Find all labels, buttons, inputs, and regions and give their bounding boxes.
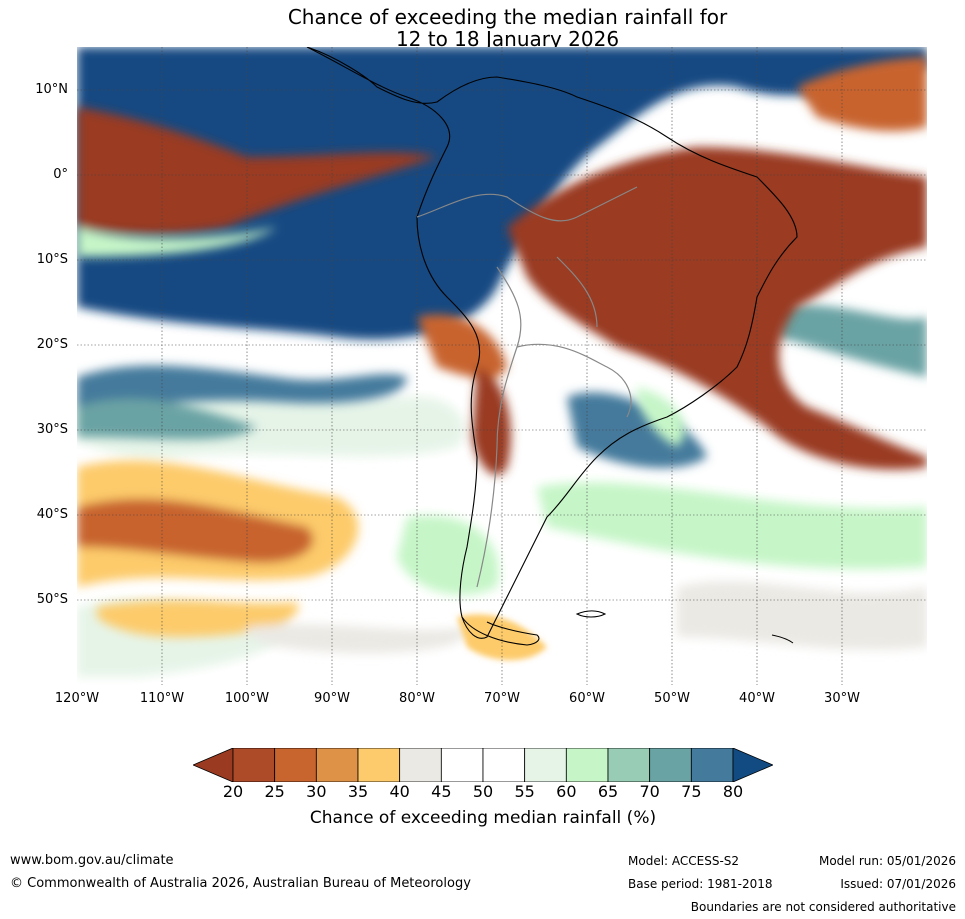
colorbar-tick-55: 55 [514,782,535,801]
colorbar-swatch-55-60 [524,747,567,783]
lat-label-30s: 30°S [36,422,68,437]
wet-region-north [77,47,927,468]
falkland-islands [575,610,607,618]
colorbar-tick-80: 80 [722,782,744,801]
dry-region-southwest [77,460,468,654]
colorbar-tick-65: 65 [597,782,619,801]
footer-model-run: Model run: 05/01/2026 [818,854,956,868]
colorbar-swatch-25-30 [274,747,317,783]
colorbar-tick-70: 70 [639,782,660,801]
colorbar-tick-25: 25 [264,782,285,801]
colorbar-legend [191,747,775,783]
lon-label-100w: 100°W [224,691,270,706]
colorbar-swatch-60-65 [565,747,609,783]
footer-copyright: © Commonwealth of Australia 2026, Austra… [10,876,471,891]
colorbar-swatch-50-55 [482,747,526,783]
footer-website: www.bom.gov.au/climate [10,853,174,868]
footer-disclaimer: Boundaries are not considered authoritat… [690,900,956,914]
map-gridlines [77,47,927,685]
colorbar-swatch-65-70 [607,747,651,783]
lat-label-0: 0° [53,167,68,182]
colorbar-swatch-30-35 [315,747,359,783]
rainfall-probability-map [77,47,927,685]
lat-label-20s: 20°S [36,337,68,352]
south-georgia [771,634,794,644]
colorbar-tick-35: 35 [347,782,369,801]
lon-label-110w: 110°W [139,691,185,706]
colorbar-tick-50: 50 [472,782,494,801]
lat-label-10n: 10°N [35,82,68,97]
colorbar-label: Chance of exceeding median rainfall (%) [309,808,657,828]
lat-label-50s: 50°S [36,592,68,607]
colorbar-tick-30: 30 [306,782,327,801]
colorbar-swatch-45-50 [440,747,484,783]
lon-label-50w: 50°W [654,691,690,706]
lat-label-10s: 10°S [36,252,68,267]
lon-label-80w: 80°W [399,691,435,706]
colorbar-tick-20: 20 [222,782,244,801]
south-america-coastline-tip [461,616,540,646]
colorbar-swatch-75-80 [690,747,734,783]
lon-label-120w: 120°W [54,691,100,706]
south-america-coastline [306,47,798,639]
map-title-line1: Chance of exceeding the median rainfall … [287,5,728,29]
colorbar-swatch-20-25 [232,747,276,783]
colorbar-swatch-35-40 [357,747,401,783]
lat-label-40s: 40°S [36,507,68,522]
colorbar-tick-45: 45 [431,782,452,801]
lon-label-30w: 30°W [824,691,860,706]
lon-label-70w: 70°W [484,691,520,706]
footer-issued: Issued: 07/01/2026 [840,877,956,891]
footer-model: Model: ACCESS-S2 [628,854,740,868]
colorbar-swatches [191,747,775,783]
dry-region-patagonia [457,614,547,661]
colorbar-tick-40: 40 [389,782,410,801]
country-boundaries [416,186,638,588]
lon-label-90w: 90°W [314,691,350,706]
colorbar-swatch-40-45 [399,747,442,783]
colorbar-tick-75: 75 [681,782,702,801]
colorbar-swatch-70-75 [649,747,692,783]
colorbar-extend-low [191,747,234,783]
dry-region-equatorial [77,57,927,476]
footer-base-period: Base period: 1981-2018 [628,877,773,891]
lon-label-40w: 40°W [739,691,775,706]
colorbar-extend-high [732,747,775,783]
lon-label-60w: 60°W [569,691,605,706]
colorbar-tick-60: 60 [556,782,577,801]
